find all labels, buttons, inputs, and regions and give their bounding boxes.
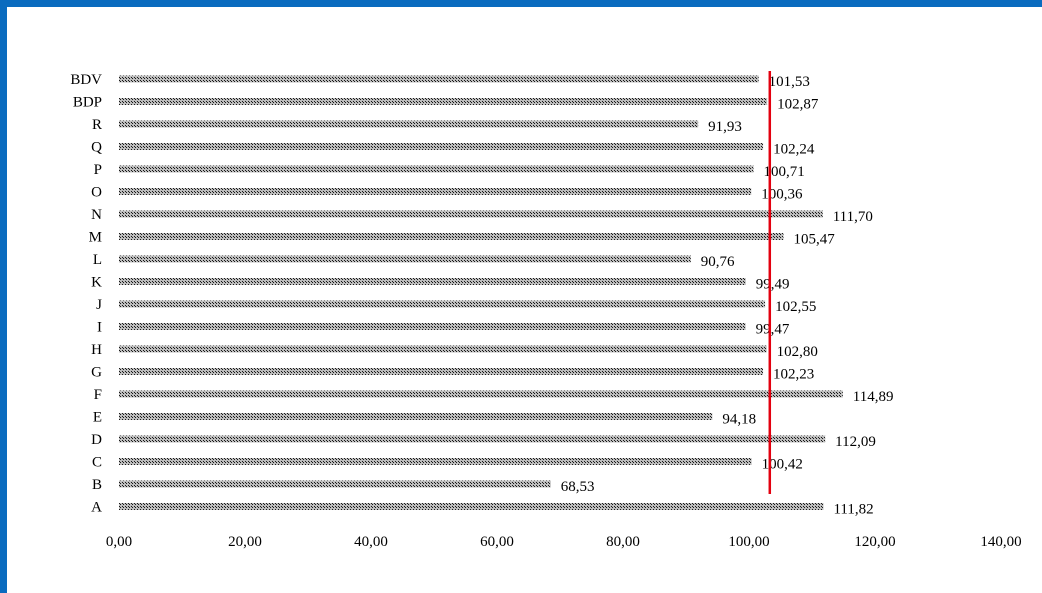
frame-left-border — [0, 0, 7, 593]
value-label-n: 111,70 — [833, 209, 873, 225]
x-tick-label: 0,00 — [106, 534, 132, 550]
x-tick-label: 100,00 — [728, 534, 769, 550]
value-label-d: 112,09 — [835, 434, 876, 450]
category-label-a: A — [91, 500, 102, 516]
value-label-i: 99,47 — [756, 322, 790, 338]
x-tick-label: 120,00 — [854, 534, 895, 550]
value-label-bdp: 102,87 — [777, 97, 819, 113]
category-label-d: D — [91, 432, 102, 448]
bar-g — [119, 368, 764, 375]
category-label-k: K — [91, 275, 102, 291]
x-tick-label: 40,00 — [354, 534, 388, 550]
category-label-m: M — [89, 230, 102, 246]
bar-b — [119, 480, 551, 488]
x-tick-label: 140,00 — [980, 534, 1021, 550]
bar-d — [119, 435, 826, 443]
category-label-bdp: BDP — [73, 95, 102, 111]
bar-bdv — [119, 75, 759, 83]
value-label-r: 91,93 — [708, 119, 742, 135]
bar-e — [119, 413, 713, 420]
x-tick-label: 20,00 — [228, 534, 262, 550]
value-label-p: 100,71 — [763, 164, 804, 180]
bar-r — [119, 120, 699, 128]
value-label-g: 102,23 — [773, 367, 814, 383]
x-tick-label: 80,00 — [606, 534, 640, 550]
bar-l — [119, 255, 691, 263]
bar-m — [119, 233, 784, 240]
bar-q — [119, 143, 764, 150]
value-label-h: 102,80 — [777, 344, 818, 360]
value-label-f: 114,89 — [853, 389, 894, 405]
x-tick-label: 60,00 — [480, 534, 514, 550]
bar-n — [119, 210, 823, 218]
bars-group — [119, 75, 843, 510]
bar-j — [119, 300, 766, 308]
bar-c — [119, 458, 752, 465]
category-label-n: N — [91, 207, 102, 223]
category-label-q: Q — [91, 140, 102, 156]
value-label-o: 100,36 — [761, 187, 803, 203]
value-label-e: 94,18 — [722, 412, 756, 428]
bar-o — [119, 188, 752, 195]
category-label-j: J — [96, 297, 102, 313]
category-label-c: C — [92, 455, 102, 471]
value-label-a: 111,82 — [833, 502, 873, 518]
value-labels-group: 101,53 102,87 91,93 102,24 100,71 100,36 111,7… — [561, 74, 894, 518]
value-label-bdv: 101,53 — [769, 74, 810, 90]
category-label-i: I — [97, 320, 102, 336]
value-label-q: 102,24 — [773, 142, 815, 158]
value-label-b: 68,53 — [561, 479, 595, 495]
value-label-k: 99,49 — [756, 277, 790, 293]
bar-f — [119, 390, 843, 398]
bar-bdp — [119, 98, 768, 105]
category-label-f: F — [94, 387, 102, 403]
frame-top-border — [0, 0, 1042, 7]
bar-h — [119, 345, 767, 353]
category-label-l: L — [93, 252, 102, 268]
value-label-l: 90,76 — [701, 254, 735, 270]
value-label-j: 102,55 — [775, 299, 816, 315]
category-label-h: H — [91, 342, 102, 358]
category-label-b: B — [92, 477, 102, 493]
category-label-g: G — [91, 365, 102, 381]
category-label-e: E — [93, 410, 102, 426]
bar-p — [119, 165, 754, 173]
value-label-m: 105,47 — [793, 232, 835, 248]
value-label-c: 100,42 — [762, 457, 803, 473]
category-label-p: P — [94, 162, 102, 178]
category-label-r: R — [92, 117, 102, 133]
category-label-bdv: BDV — [70, 72, 102, 88]
bar-a — [119, 503, 824, 510]
x-tick-labels-group: 0,00 20,00 40,00 60,00 80,00 100,00 120,00 140,… — [106, 534, 1022, 550]
category-label-o: O — [91, 185, 102, 201]
bar-k — [119, 278, 746, 285]
bar-i — [119, 323, 746, 330]
